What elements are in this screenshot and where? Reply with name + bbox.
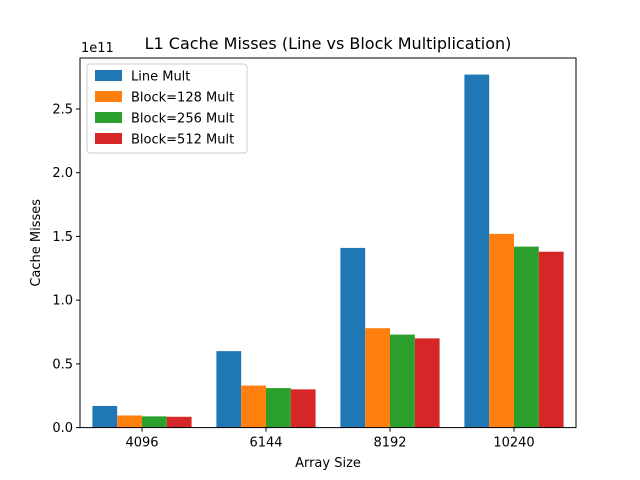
bar: [216, 351, 242, 428]
bar: [117, 415, 142, 428]
y-tick-label: 2.0: [52, 166, 73, 181]
y-offset-label: 1e11: [81, 41, 114, 56]
x-tick-label: 10240: [493, 436, 534, 451]
bar: [166, 416, 192, 428]
bar: [514, 246, 539, 428]
y-tick-label: 0.0: [52, 421, 73, 436]
bar: [241, 385, 266, 428]
bar: [365, 328, 390, 428]
bar: [340, 247, 366, 428]
legend-label: Block=512 Mult: [131, 133, 234, 148]
legend-swatch: [95, 133, 122, 144]
legend: Line Mult Block=128 Mult Block=256 Mult Blo…: [86, 63, 248, 154]
x-axis-label: Array Size: [295, 456, 361, 471]
legend-frame: [86, 63, 248, 154]
y-tick-label: 1.5: [52, 230, 73, 245]
x-tick-label: 8192: [373, 436, 406, 451]
bar: [489, 233, 514, 428]
bar: [266, 388, 291, 428]
legend-swatch: [95, 70, 122, 81]
legend-swatch: [95, 91, 122, 102]
legend-label: Block=128 Mult: [131, 91, 234, 106]
x-tick-label: 4096: [125, 436, 158, 451]
bar: [464, 74, 490, 428]
y-tick-label: 1.0: [52, 294, 73, 309]
bar: [290, 389, 316, 428]
bar: [92, 405, 118, 428]
x-tick-label: 6144: [249, 436, 282, 451]
y-tick-label: 2.5: [52, 102, 73, 117]
y-axis-ticks: 0.0 0.5 1.0 1.5 2.0 2.5: [52, 102, 80, 436]
axes-frame: [79, 57, 577, 429]
bar: [538, 251, 564, 428]
legend-label: Line Mult: [131, 70, 190, 85]
bars-group: [92, 74, 564, 428]
bar: [142, 416, 167, 428]
legend-label: Block=256 Mult: [131, 112, 234, 127]
legend-items: Line Mult Block=128 Mult Block=256 Mult Blo…: [95, 70, 234, 148]
plot-area: [79, 57, 577, 429]
chart-title: L1 Cache Misses (Line vs Block Multiplic…: [145, 34, 512, 53]
legend-swatch: [95, 112, 122, 123]
bar: [390, 334, 415, 428]
y-tick-label: 0.5: [52, 357, 73, 372]
bar: [414, 338, 440, 428]
y-axis-label: Cache Misses: [29, 199, 44, 287]
x-axis-ticks: 4096 6144 8192 10240: [125, 427, 535, 451]
